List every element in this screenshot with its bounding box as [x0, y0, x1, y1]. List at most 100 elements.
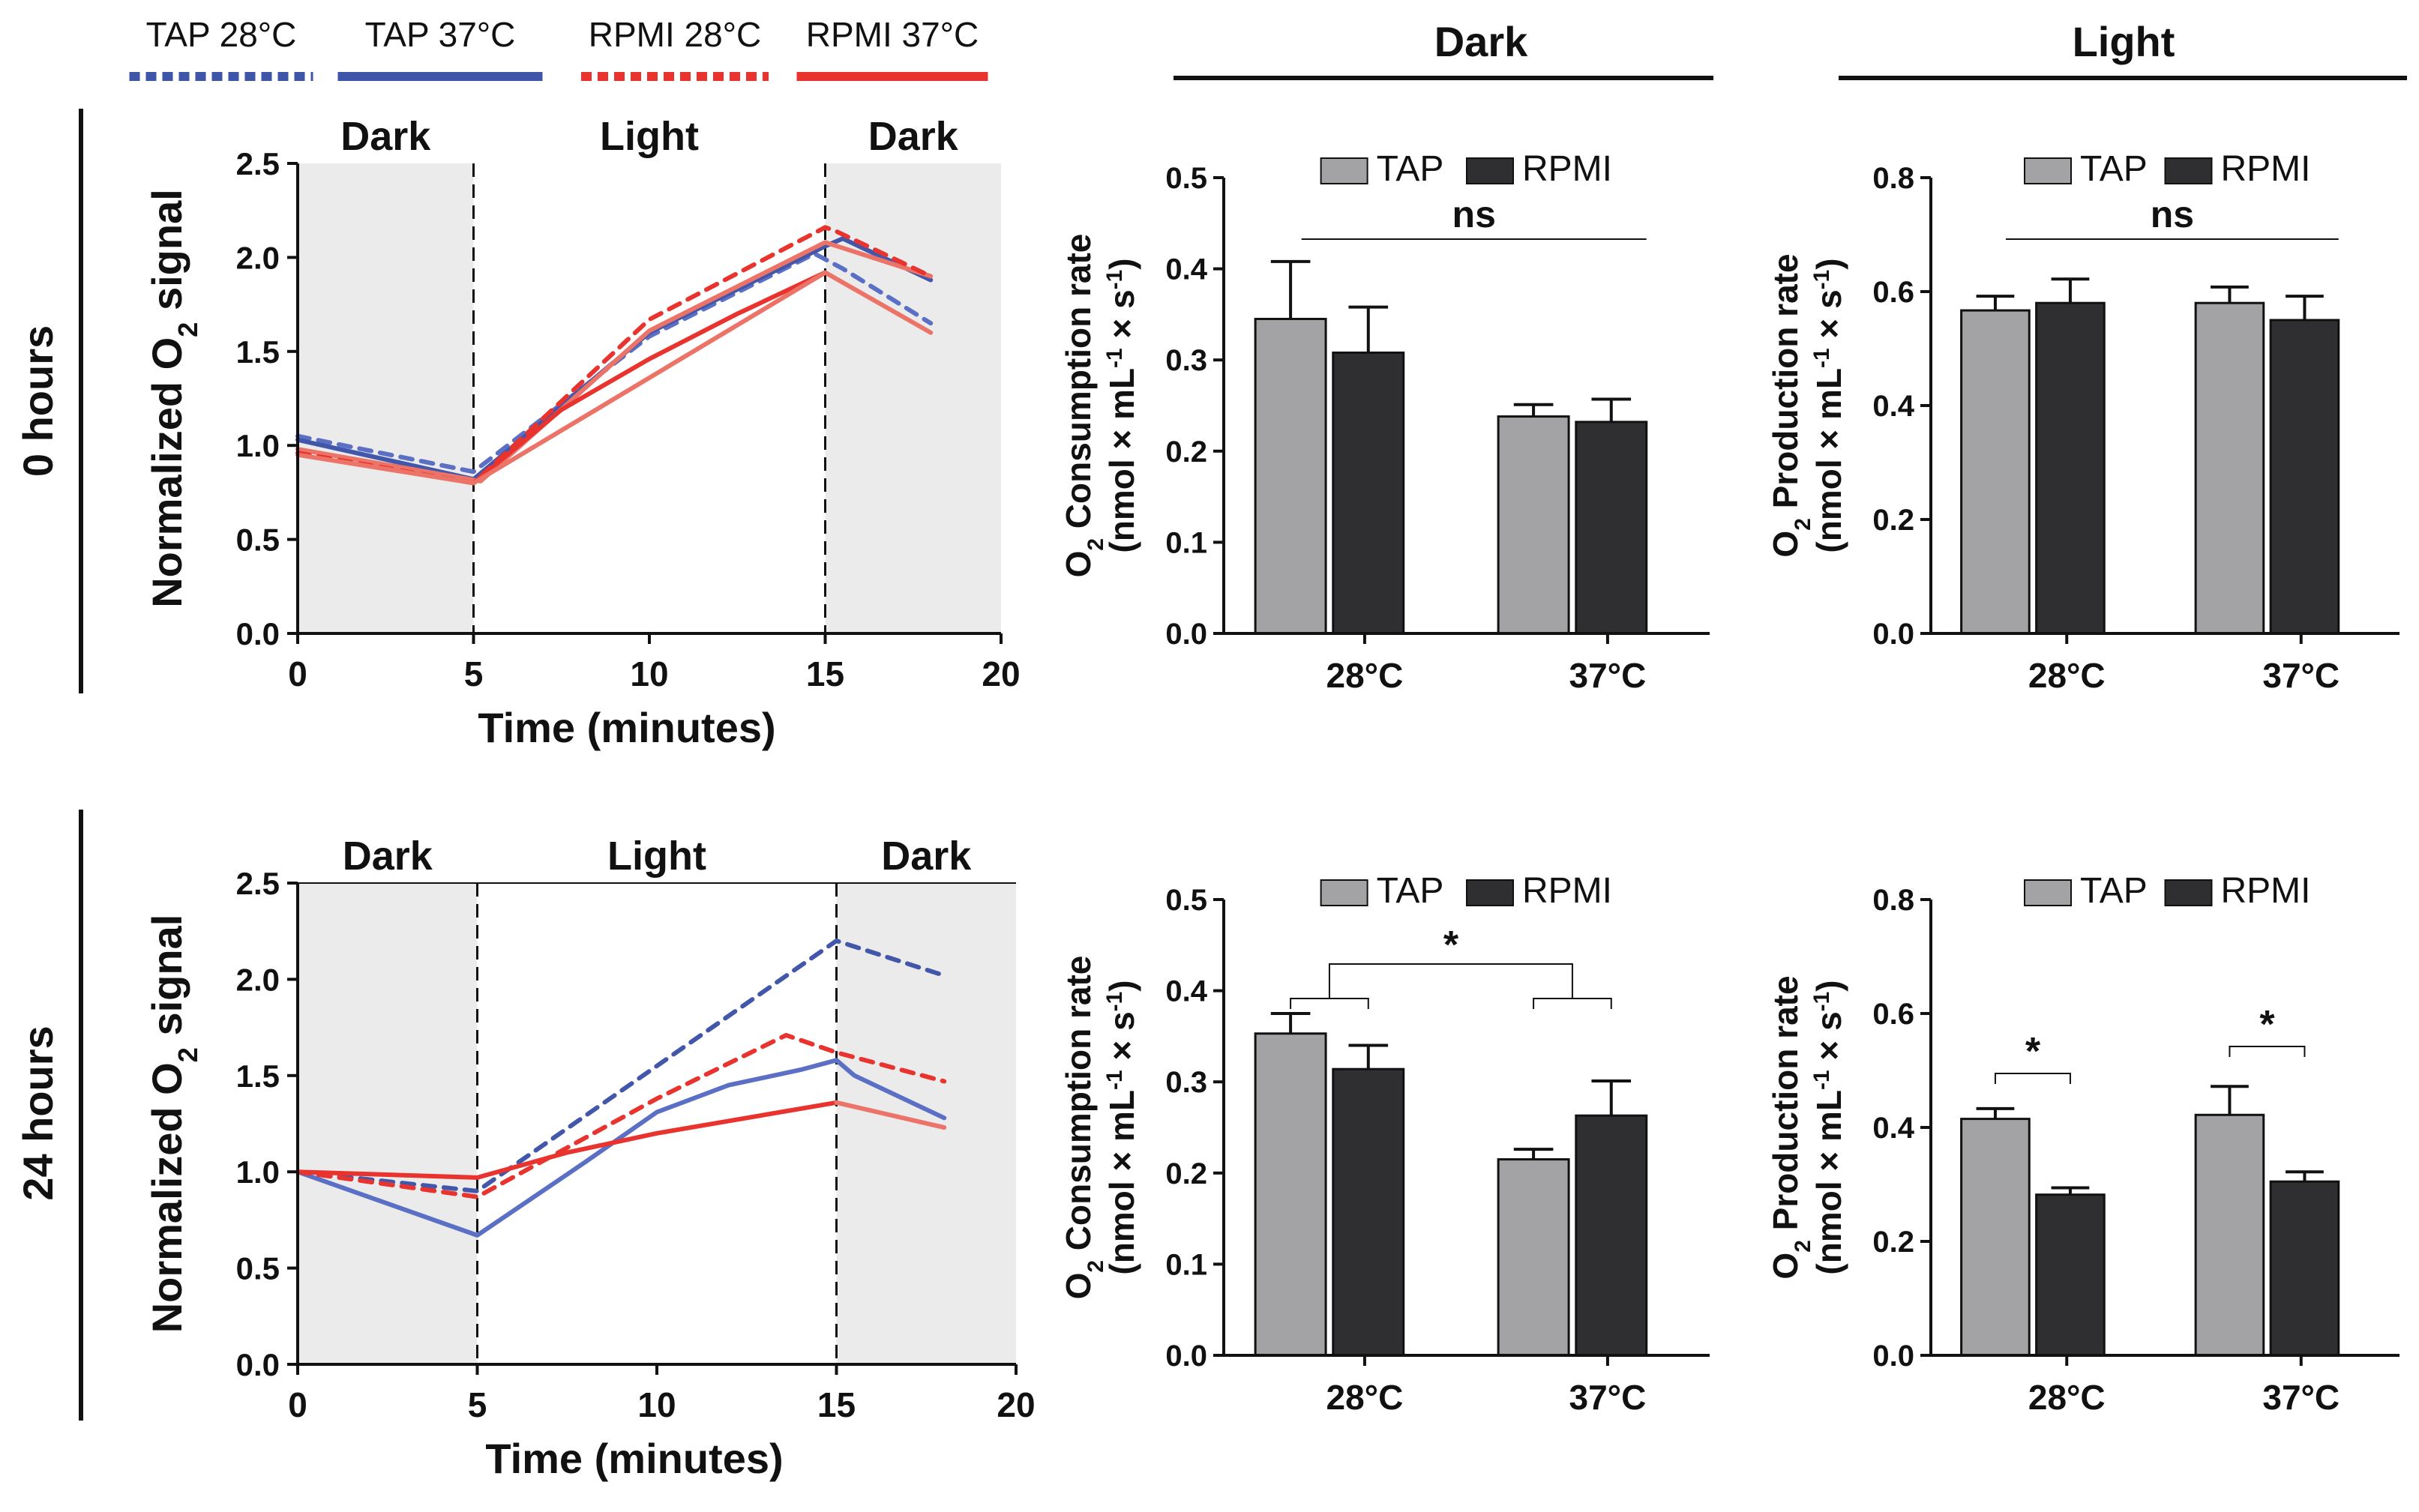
category-label: 37°C — [1569, 656, 1647, 695]
legend-label-rpmi: RPMI — [2221, 871, 2311, 911]
phase-label: Dark — [343, 834, 433, 879]
legend-label-tap: TAP — [1377, 871, 1444, 911]
row-label-0-hours: 0 hours — [14, 109, 83, 693]
row-0-label: 0 hours — [14, 325, 61, 477]
production-chart-24h: 28°C 37°C 0.0 0.2 0.4 0.6 0.8 TAP RPMI O2 Product… — [1766, 871, 2400, 1417]
y-tick-label: 2.0 — [236, 240, 280, 275]
series-line-4 — [471, 270, 828, 486]
y-tick-label: 2.5 — [236, 866, 280, 901]
y-axis-units: (nmol × mL-1 × s-1) — [1102, 980, 1142, 1274]
y-tick-label: 0.2 — [1165, 1157, 1207, 1190]
bar-rpmi-0 — [2035, 1193, 2106, 1357]
bar-tap-1 — [1497, 1158, 1570, 1357]
series-line-2 — [295, 240, 934, 484]
bar-tap-1 — [1497, 415, 1570, 635]
y-tick-label: 0.2 — [1872, 1226, 1914, 1259]
trace-chart-0h: Dark Light Dark 0.0 0.5 1.0 1.5 2.0 2.5 0 5 10 15 20 T… — [143, 114, 1021, 751]
row-1-label: 24 hours — [14, 1025, 61, 1200]
y-tick-label: 0.1 — [1165, 526, 1207, 559]
y-axis-title: O2 Consumption rate — [1059, 234, 1108, 578]
series-line-0 — [295, 939, 947, 1193]
y-tick-label: 0.8 — [1872, 884, 1914, 917]
bar-tap-0 — [1254, 317, 1327, 635]
legend-label-0: TAP 28°C — [146, 15, 297, 54]
y-tick-label: 0.2 — [1872, 504, 1914, 537]
column-header-dark: Dark — [1174, 18, 1713, 80]
consumption-chart-0h: 28°C 37°C 0.0 0.1 0.2 0.3 0.4 0.5 TAP RPMI O2 Cons… — [1059, 149, 1710, 695]
phase-label: Dark — [881, 834, 972, 879]
series-line-3 — [295, 1100, 839, 1180]
significance-label: * — [1443, 924, 1459, 967]
category-label: 28°C — [1326, 656, 1404, 695]
dark-phase-region — [298, 883, 478, 1364]
legend: TAP 28°C TAP 37°C RPMI 28°C RPMI 37°C — [129, 15, 988, 81]
y-tick-label: 0.0 — [1872, 618, 1914, 651]
bar-tap-1 — [2194, 301, 2265, 635]
x-tick-label: 0 — [288, 654, 307, 693]
y-tick-label: 0.0 — [1872, 1340, 1914, 1373]
y-tick-label: 0.5 — [1165, 162, 1207, 195]
y-axis-title: O2 Consumption rate — [1059, 956, 1108, 1300]
y-tick-label: 2.5 — [236, 146, 280, 181]
legend-swatch-rpmi — [1466, 879, 1514, 906]
significance-label: * — [2025, 1030, 2041, 1073]
x-tick-label: 5 — [468, 1385, 487, 1424]
y-axis-units: (nmol × mL-1 × s-1) — [1809, 258, 1849, 552]
series-line-2 — [295, 1032, 947, 1199]
y-tick-label: 0.3 — [1165, 344, 1207, 377]
bar-tap-1 — [2194, 1113, 2265, 1357]
y-axis-units: (nmol × mL-1 × s-1) — [1809, 980, 1849, 1274]
x-tick-label: 0 — [288, 1385, 307, 1424]
category-label: 37°C — [2262, 656, 2340, 695]
bar-tap-0 — [1960, 309, 2031, 635]
bar-rpmi-0 — [1332, 1067, 1405, 1357]
y-tick-label: 0.5 — [1165, 884, 1207, 917]
legend-item-3: RPMI 37°C — [796, 15, 988, 81]
significance-label: * — [2259, 1003, 2275, 1046]
y-axis-title: Normalized O2 signal — [143, 189, 203, 608]
y-axis-units: (nmol × mL-1 × s-1) — [1102, 258, 1142, 552]
legend-swatch-rpmi — [2164, 157, 2213, 184]
x-tick-label: 20 — [997, 1385, 1035, 1424]
y-axis-title: O2 Production rate — [1766, 253, 1815, 557]
legend-label-2: RPMI 28°C — [589, 15, 762, 54]
significance-bracket — [2229, 1046, 2306, 1057]
bar-rpmi-1 — [2269, 1180, 2340, 1357]
y-tick-label: 0.4 — [1872, 1112, 1914, 1145]
row-label-24-hours: 24 hours — [14, 810, 83, 1421]
y-tick-label: 1.5 — [236, 334, 280, 370]
y-tick-label: 0.1 — [1165, 1248, 1207, 1281]
legend-label-rpmi: RPMI — [1522, 871, 1612, 911]
y-tick-label: 0.6 — [1872, 998, 1914, 1031]
legend-label-3: RPMI 37°C — [806, 15, 979, 54]
x-tick-label: 20 — [982, 654, 1020, 693]
y-tick-label: 1.0 — [236, 428, 280, 463]
x-tick-label: 10 — [630, 654, 668, 693]
dark-phase-region — [298, 163, 474, 633]
bar-tap-0 — [1960, 1118, 2031, 1357]
legend-item-1: TAP 37°C — [337, 15, 543, 81]
phase-label: Light — [607, 834, 706, 879]
y-tick-label: 1.5 — [236, 1058, 280, 1094]
dark-phase-region — [825, 163, 1001, 633]
bar-rpmi-0 — [1332, 351, 1405, 635]
x-tick-label: 5 — [464, 654, 484, 693]
bar-rpmi-1 — [2269, 319, 2340, 635]
y-tick-label: 1.0 — [236, 1154, 280, 1190]
series-line-0 — [295, 251, 934, 475]
y-tick-label: 0.2 — [1165, 436, 1207, 469]
y-tick-label: 0.5 — [236, 522, 280, 558]
column-header-light: Light — [1839, 18, 2407, 80]
legend-label-rpmi: RPMI — [1522, 149, 1612, 189]
significance-bracket — [1290, 998, 1369, 1009]
legend-label-rpmi: RPMI — [2221, 149, 2311, 189]
y-axis-title: Normalized O2 signal — [143, 915, 203, 1334]
legend-label-tap: TAP — [1377, 149, 1444, 189]
category-label: 37°C — [1569, 1378, 1647, 1417]
y-tick-label: 2.0 — [236, 962, 280, 997]
y-tick-label: 0.3 — [1165, 1066, 1207, 1099]
legend-swatch-tap — [1320, 157, 1368, 184]
category-label: 28°C — [2028, 656, 2106, 695]
y-tick-label: 0.4 — [1872, 390, 1914, 423]
production-chart-0h: 28°C 37°C 0.0 0.2 0.4 0.6 0.8 TAP RPMI O2 Product… — [1766, 149, 2400, 695]
